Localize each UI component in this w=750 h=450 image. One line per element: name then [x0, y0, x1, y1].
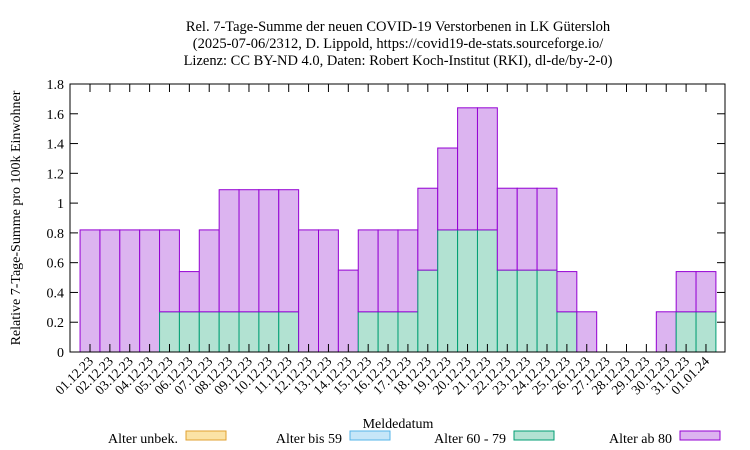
legend-label-3: Alter ab 80: [609, 432, 672, 447]
chart-title: Rel. 7-Tage-Summe der neuen COVID-19 Ver…: [184, 19, 613, 69]
bar-20.12.23-series-3: [457, 107, 478, 231]
bar-16.12.23-series-3: [377, 229, 399, 313]
bar-24.12.23-series-3: [536, 187, 558, 271]
bar-23.12.23-series-3: [516, 187, 538, 271]
y-tick-label-4: 0.8: [47, 227, 65, 242]
bar-12.12.23-series-3: [298, 229, 320, 353]
y-tick-label-5: 1: [57, 197, 64, 212]
legend-label-1: Alter bis 59: [276, 432, 342, 447]
y-tick-label-2: 0.4: [47, 286, 65, 301]
bar-22.12.23-series-2: [496, 269, 518, 353]
bar-21.12.23-series-2: [476, 229, 498, 353]
x-axis-label: Meldedatum: [363, 417, 434, 432]
bar-01.01.24-series-3: [695, 271, 717, 313]
bar-15.12.23-series-3: [357, 229, 379, 313]
bar-07.12.23-series-3: [198, 229, 220, 313]
bar-06.12.23-series-3: [178, 271, 200, 313]
bar-17.12.23-series-3: [397, 229, 419, 313]
bar-11.12.23-series-3: [278, 189, 300, 313]
bar-14.12.23-series-3: [337, 269, 359, 353]
bar-19.12.23-series-2: [437, 229, 459, 353]
chart-title-line-1: Rel. 7-Tage-Summe der neuen COVID-19 Ver…: [186, 19, 611, 35]
bar-31.12.23-series-3: [675, 271, 697, 313]
bar-19.12.23-series-3: [437, 147, 459, 231]
legend-swatch-3: [679, 430, 721, 441]
bar-22.12.23-series-3: [496, 187, 518, 271]
y-tick-label-7: 1.4: [47, 138, 65, 153]
bar-20.12.23-series-2: [457, 229, 478, 353]
plot-frame: [69, 83, 726, 353]
legend-swatch-2: [513, 430, 555, 441]
bar-21.12.23-series-3: [476, 107, 498, 231]
legend-swatch-1: [349, 430, 391, 441]
y-tick-label-6: 1.2: [47, 167, 65, 182]
y-axis-label: Relative 7-Tage-Summe pro 100k Einwohner: [9, 90, 24, 345]
y-tick-label-0: 0: [57, 346, 64, 361]
bar-02.12.23-series-3: [99, 229, 121, 353]
bar-10.12.23-series-3: [258, 189, 280, 313]
legend-swatch-0: [185, 430, 227, 441]
y-tick-label-9: 1.8: [47, 78, 65, 93]
bar-01.12.23-series-3: [79, 229, 101, 353]
bar-04.12.23-series-3: [139, 229, 161, 353]
bar-13.12.23-series-3: [318, 229, 339, 353]
legend-label-2: Alter 60 - 79: [434, 432, 506, 447]
bars-layer: [79, 107, 717, 353]
bar-18.12.23-series-3: [417, 187, 439, 271]
legend: Alter unbek. Alter bis 59 Alter 60 - 79 Alt…: [108, 430, 721, 447]
y-tick-label-3: 0.6: [47, 257, 65, 272]
chart-title-line-3: Lizenz: CC BY-ND 4.0, Daten: Robert Koch…: [184, 53, 613, 69]
bar-09.12.23-series-3: [238, 189, 260, 313]
y-axis-ticks: 0 0.2 0.4 0.6 0.8 1 1.2 1.4 1.6 1.8: [47, 78, 725, 361]
chart-title-line-2: (2025-07-06/2312, D. Lippold, https://co…: [193, 36, 604, 52]
bar-05.12.23-series-3: [159, 229, 180, 313]
bar-23.12.23-series-2: [516, 269, 538, 353]
bar-25.12.23-series-3: [556, 271, 578, 313]
x-axis-ticks: 01.12.2302.12.2303.12.2304.12.2305.12.23…: [52, 84, 712, 398]
bar-24.12.23-series-2: [536, 269, 558, 353]
bar-03.12.23-series-3: [119, 229, 141, 353]
bar-08.12.23-series-3: [218, 189, 240, 313]
y-tick-label-1: 0.2: [47, 316, 65, 331]
bar-18.12.23-series-2: [417, 269, 439, 353]
y-tick-label-8: 1.6: [47, 108, 65, 123]
legend-label-0: Alter unbek.: [108, 432, 178, 447]
